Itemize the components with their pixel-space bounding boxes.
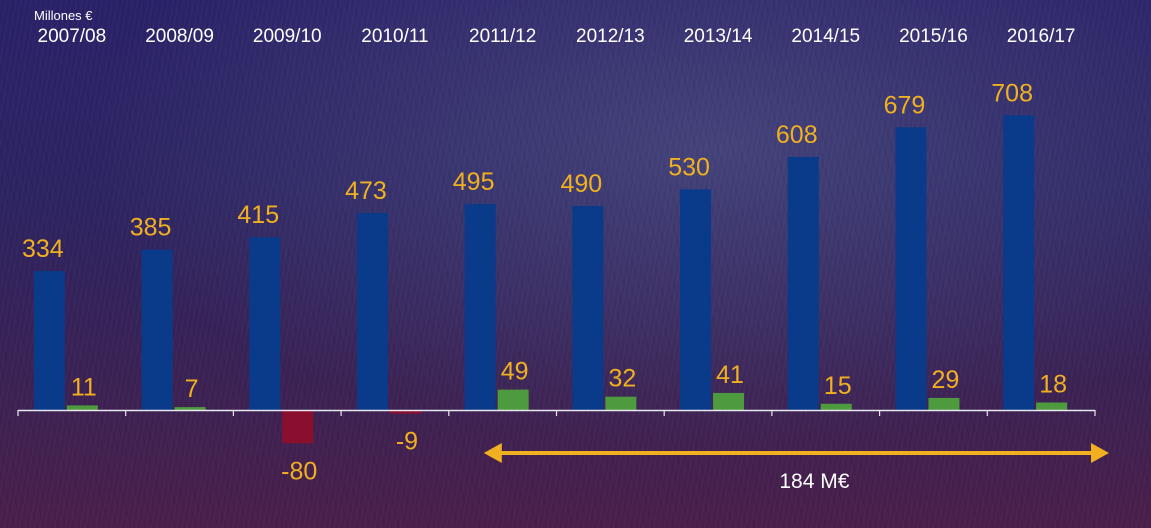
category-label: 2010/11 (361, 26, 428, 47)
category-label: 2007/08 (38, 26, 107, 47)
revenue-bar (895, 127, 927, 410)
result-bar (713, 392, 745, 410)
category-label: 2009/10 (253, 26, 322, 47)
unit-label: Millones € (34, 8, 93, 23)
revenue-value-label: 385 (130, 214, 172, 242)
annotation-arrowhead-right (1091, 443, 1109, 463)
x-axis-ticks (17, 410, 1096, 416)
result-bar (174, 407, 206, 410)
result-bar (928, 397, 960, 410)
revenue-bar (33, 270, 65, 410)
revenue-bar (141, 249, 173, 410)
revenue-bar (1003, 115, 1035, 411)
annotation-arrowhead-left (483, 443, 502, 463)
revenue-value-label: 608 (776, 121, 818, 149)
result-value-label: 29 (932, 366, 960, 394)
revenue-bar (680, 189, 712, 410)
revenue-value-label: 473 (345, 177, 387, 205)
revenue-value-label: 334 (22, 235, 64, 263)
result-value-label: 7 (185, 375, 199, 403)
value-labels: 334 11 385 7 415 -80 473 -9 495 49 490 32 530 41 608 15… (22, 79, 1067, 485)
result-bar (389, 410, 421, 414)
result-bar (820, 403, 852, 410)
revenue-value-label: 490 (560, 170, 602, 198)
result-value-label: 49 (501, 358, 529, 386)
result-value-label: 18 (1039, 371, 1067, 399)
result-value-label: 15 (824, 372, 852, 400)
result-value-label: 11 (71, 373, 97, 401)
bars (33, 115, 1068, 444)
period-annotation: 184 M€ (483, 443, 1109, 493)
revenue-value-label: 530 (668, 153, 710, 181)
revenue-bar (572, 206, 604, 410)
result-value-label: -9 (396, 428, 418, 456)
result-bar (605, 396, 637, 410)
annotation-label: 184 M€ (779, 470, 849, 493)
result-value-label: 41 (716, 361, 744, 389)
category-labels: 2007/08 2008/09 2009/10 2010/11 2011/12 2012/… (38, 26, 1076, 47)
revenue-value-label: 415 (237, 201, 279, 229)
revenue-value-label: 708 (991, 79, 1033, 107)
revenue-value-label: 679 (884, 91, 926, 119)
category-label: 2013/14 (684, 26, 753, 47)
revenue-value-label: 495 (453, 168, 495, 196)
result-value-label: 32 (608, 365, 636, 393)
category-label: 2016/17 (1007, 26, 1076, 47)
result-bar (1036, 402, 1068, 410)
category-label: 2014/15 (791, 26, 860, 47)
result-bar (282, 410, 314, 444)
result-bar (66, 405, 98, 410)
revenue-bar (249, 237, 281, 410)
result-value-label: -80 (281, 457, 317, 485)
result-bar (497, 389, 529, 410)
revenue-bar (356, 213, 388, 410)
category-label: 2008/09 (145, 26, 214, 47)
category-label: 2011/12 (469, 26, 536, 47)
revenue-bar (464, 203, 496, 410)
category-label: 2015/16 (899, 26, 968, 47)
revenue-bar (787, 156, 819, 410)
category-label: 2012/13 (576, 26, 645, 47)
